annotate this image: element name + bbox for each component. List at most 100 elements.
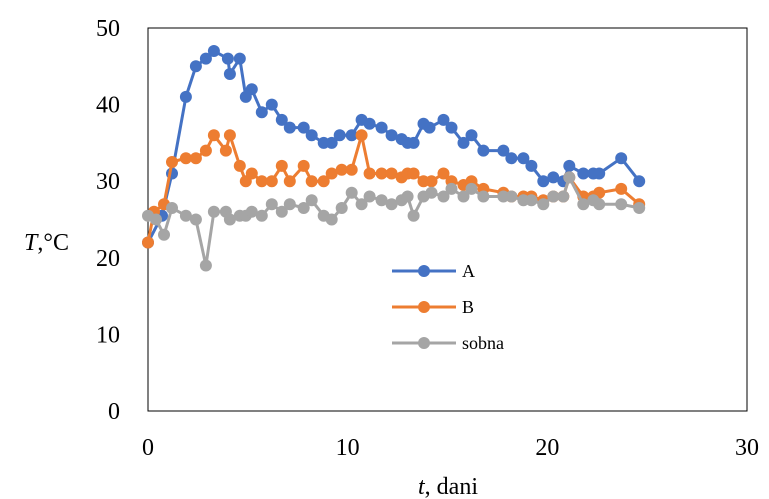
data-point-a bbox=[537, 175, 550, 188]
data-point-sobna bbox=[563, 171, 576, 184]
x-axis-title: t, dani bbox=[418, 474, 478, 499]
data-point-a bbox=[477, 144, 490, 157]
data-point-a bbox=[297, 121, 310, 134]
data-point-a bbox=[633, 175, 646, 188]
data-point-a bbox=[333, 129, 346, 142]
data-point-a bbox=[465, 129, 478, 142]
series-b bbox=[142, 129, 646, 249]
data-point-sobna bbox=[437, 190, 450, 203]
data-point-b bbox=[166, 156, 178, 168]
data-point-b bbox=[615, 182, 628, 195]
data-point-sobna bbox=[537, 198, 550, 211]
data-point-sobna bbox=[179, 209, 192, 222]
data-point-sobna bbox=[199, 259, 212, 272]
data-point-a bbox=[505, 152, 518, 165]
series-layer bbox=[142, 45, 646, 272]
data-point-b bbox=[189, 152, 202, 165]
x-tick-label: 10 bbox=[336, 435, 360, 461]
data-point-sobna bbox=[425, 186, 438, 199]
data-point-a bbox=[199, 52, 212, 65]
data-point-sobna bbox=[297, 202, 310, 214]
data-point-a bbox=[305, 129, 318, 142]
legend-label-b: B bbox=[462, 297, 474, 317]
data-point-sobna bbox=[633, 202, 646, 214]
data-point-b bbox=[142, 236, 154, 249]
data-point-sobna bbox=[401, 190, 414, 203]
series-sobna bbox=[142, 171, 646, 272]
series-a bbox=[142, 45, 646, 249]
data-point-sobna bbox=[223, 213, 236, 226]
y-axis-title-variable: T bbox=[24, 230, 39, 256]
y-tick-label: 0 bbox=[108, 399, 120, 425]
data-point-b bbox=[335, 163, 348, 176]
data-point-b bbox=[233, 159, 246, 172]
data-point-sobna bbox=[283, 198, 296, 211]
data-point-sobna bbox=[189, 213, 202, 226]
data-point-b bbox=[219, 144, 232, 157]
data-point-b bbox=[207, 129, 220, 142]
data-point-sobna bbox=[375, 194, 388, 207]
data-point-b bbox=[223, 129, 236, 142]
data-point-a bbox=[255, 106, 268, 119]
data-point-a bbox=[563, 159, 576, 172]
y-tick-label: 10 bbox=[96, 322, 120, 348]
data-point-b bbox=[179, 152, 192, 165]
data-point-a bbox=[245, 83, 258, 96]
data-point-sobna bbox=[255, 209, 268, 222]
data-point-a bbox=[265, 98, 278, 111]
data-point-sobna bbox=[557, 190, 570, 203]
data-point-sobna bbox=[325, 213, 338, 226]
data-point-sobna bbox=[385, 198, 398, 211]
y-axis-title: T,°C bbox=[24, 230, 69, 256]
data-point-a bbox=[179, 90, 192, 103]
x-axis-title-unit: , dani bbox=[425, 474, 479, 499]
data-point-sobna bbox=[525, 194, 538, 207]
data-point-b bbox=[355, 129, 368, 142]
legend-label-a: A bbox=[462, 261, 475, 281]
data-point-sobna bbox=[615, 198, 628, 211]
y-tick-label: 50 bbox=[96, 16, 120, 42]
data-point-sobna bbox=[363, 190, 376, 203]
data-point-sobna bbox=[465, 182, 478, 195]
data-point-a bbox=[457, 136, 470, 149]
data-point-b bbox=[255, 175, 268, 188]
data-point-a bbox=[445, 121, 458, 134]
x-tick-label: 0 bbox=[142, 435, 154, 461]
data-point-a bbox=[375, 121, 388, 134]
data-point-a bbox=[283, 121, 296, 134]
data-point-b bbox=[283, 175, 296, 188]
data-point-b bbox=[385, 167, 398, 180]
data-point-sobna bbox=[335, 202, 348, 214]
data-point-sobna bbox=[345, 186, 358, 199]
data-point-b bbox=[425, 175, 438, 188]
data-point-b bbox=[305, 175, 318, 188]
data-point-sobna bbox=[305, 194, 318, 207]
data-point-sobna bbox=[158, 228, 170, 241]
data-point-a bbox=[547, 171, 560, 184]
data-point-a bbox=[615, 152, 628, 165]
data-point-b bbox=[437, 167, 450, 180]
data-point-b bbox=[245, 167, 258, 180]
x-axis-tick-labels: 0 10 20 30 bbox=[142, 435, 759, 461]
data-point-sobna bbox=[477, 190, 490, 203]
data-point-a bbox=[363, 117, 376, 130]
data-point-b bbox=[265, 175, 278, 188]
data-point-sobna bbox=[150, 213, 162, 226]
data-point-a bbox=[325, 136, 338, 149]
data-point-a bbox=[497, 144, 510, 157]
data-point-sobna bbox=[355, 198, 368, 211]
y-axis-tick-labels: 0 10 20 30 40 50 bbox=[96, 16, 120, 425]
y-tick-label: 30 bbox=[96, 169, 120, 195]
data-point-a bbox=[221, 52, 234, 65]
legend-entry-b: B bbox=[392, 297, 474, 317]
data-point-b bbox=[363, 167, 376, 180]
data-point-a bbox=[517, 152, 530, 165]
x-tick-label: 20 bbox=[535, 435, 559, 461]
data-point-b bbox=[375, 167, 388, 180]
data-point-a bbox=[407, 136, 420, 149]
y-tick-label: 40 bbox=[96, 93, 120, 119]
data-point-a bbox=[233, 52, 246, 65]
data-point-a bbox=[207, 45, 220, 57]
data-point-a bbox=[275, 113, 288, 126]
data-point-sobna bbox=[166, 202, 178, 214]
